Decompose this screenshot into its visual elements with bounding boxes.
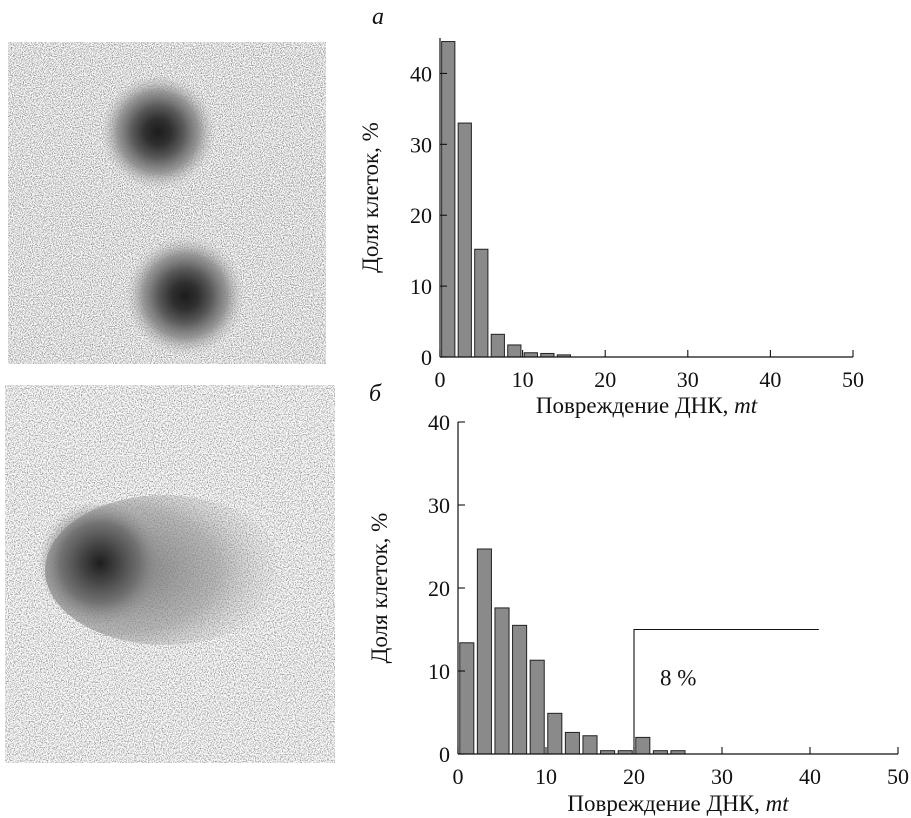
x-tick-label: 20 <box>623 764 645 789</box>
threshold-bracket <box>633 628 819 754</box>
bar-4 <box>529 659 545 755</box>
bar-3 <box>512 624 528 755</box>
x-tick-label: 50 <box>842 367 864 392</box>
x-tick-label: 10 <box>512 367 534 392</box>
bar-5 <box>523 352 538 358</box>
comet-assay-image-bottom <box>5 385 335 763</box>
bar-3 <box>490 333 505 358</box>
x-tick-label: 30 <box>677 367 699 392</box>
y-tick-label: 0 <box>421 345 432 370</box>
y-tick-label: 40 <box>428 410 450 435</box>
y-tick-label: 20 <box>428 576 450 601</box>
x-tick-label: 50 <box>887 764 909 789</box>
x-axis-label: Повреждение ДНК, mt <box>567 791 789 816</box>
x-axis-label: Повреждение ДНК, mt <box>536 393 758 418</box>
histogram-a: 0 10 20 30 40 50 0 10 20 30 40 а Повреждение ДНК, mt… <box>358 4 864 418</box>
comet-assay-image-top <box>8 42 326 364</box>
y-axis-label: Доля клеток, % <box>367 513 392 664</box>
y-tick-label: 40 <box>410 61 432 86</box>
cell-nucleus-1 <box>100 74 216 190</box>
x-tick-label: 40 <box>759 367 781 392</box>
y-tick-label: 30 <box>428 493 450 518</box>
x-tick-label: 40 <box>799 764 821 789</box>
comet-head <box>38 501 162 625</box>
cell-nucleus-2 <box>125 236 245 356</box>
x-tick-label: 0 <box>435 367 446 392</box>
y-tick-label: 10 <box>428 659 450 684</box>
bar-1 <box>476 548 492 755</box>
histogram-b: 0 10 20 30 40 50 0 10 20 30 40 б Повреждение ДНК, mt… <box>367 381 909 816</box>
bar-2 <box>494 607 510 755</box>
panel-label: а <box>372 4 384 30</box>
bar-5 <box>547 712 563 755</box>
threshold-percent-label: 8 % <box>660 666 696 691</box>
bar-0 <box>441 41 456 358</box>
bar-4 <box>507 344 522 358</box>
bar-2 <box>474 248 489 358</box>
y-tick-label: 30 <box>410 132 432 157</box>
y-tick-label: 10 <box>410 274 432 299</box>
y-tick-label: 20 <box>410 203 432 228</box>
x-tick-label: 10 <box>535 764 557 789</box>
bar-6 <box>564 731 580 755</box>
bar-7 <box>582 735 598 755</box>
y-tick-label: 0 <box>439 742 450 767</box>
panel-label: б <box>369 381 382 407</box>
x-tick-label: 30 <box>711 764 733 789</box>
bar-10 <box>635 736 651 755</box>
y-axis-label: Доля клеток, % <box>358 122 383 273</box>
x-tick-label: 20 <box>594 367 616 392</box>
bar-1 <box>457 122 472 358</box>
bar-0 <box>459 642 475 755</box>
x-tick-label: 0 <box>453 764 464 789</box>
